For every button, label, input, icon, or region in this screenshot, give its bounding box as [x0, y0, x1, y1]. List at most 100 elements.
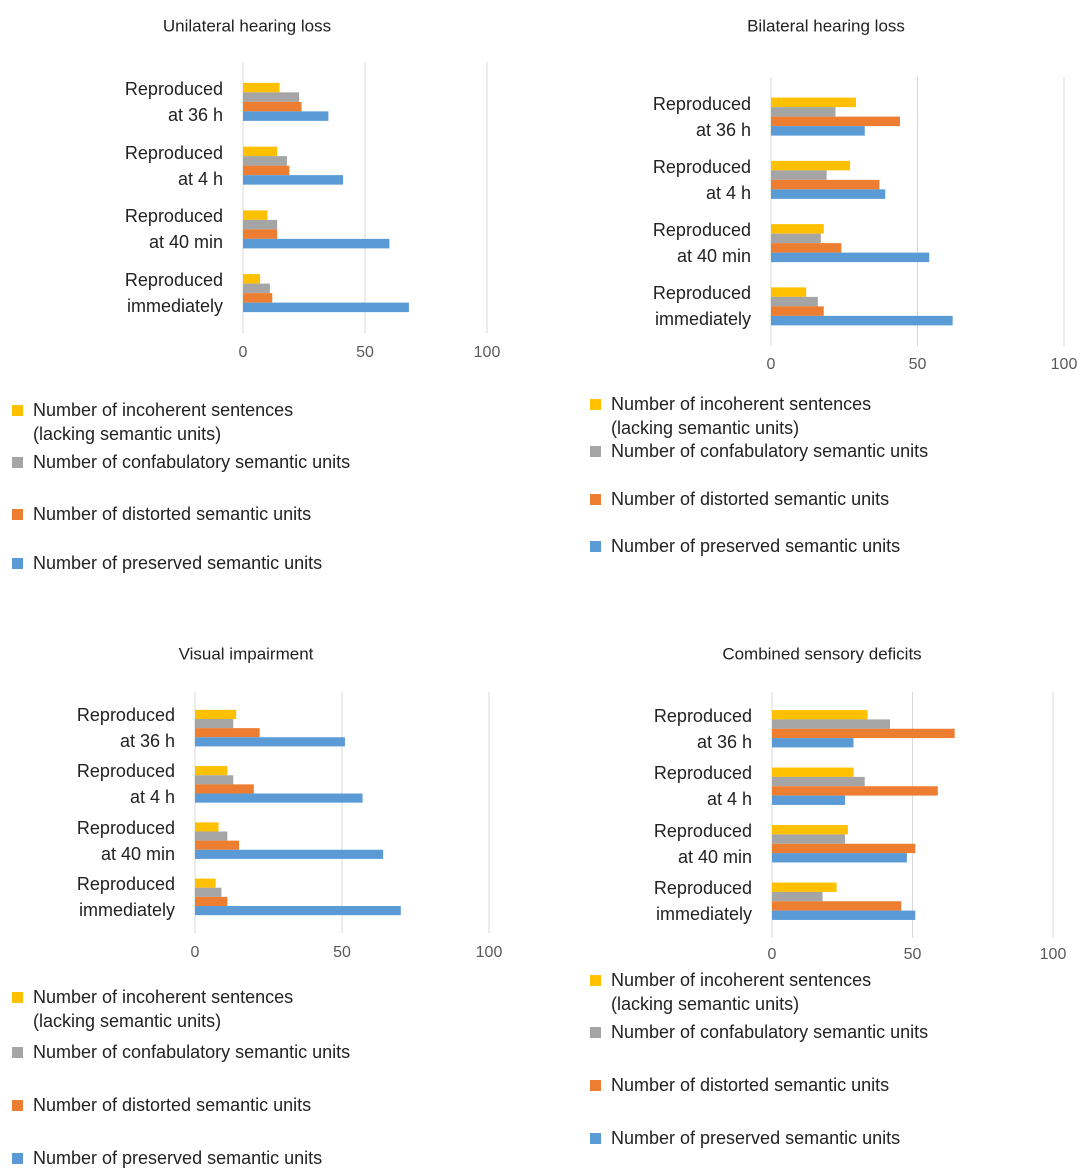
legend-swatch: [12, 405, 23, 416]
legend-label: Number of distorted semantic units: [611, 1075, 890, 1095]
legend-label: Number of distorted semantic units: [611, 489, 890, 509]
bar: [195, 709, 237, 719]
category-label: Reproduced at 36 h: [124, 78, 223, 125]
bar: [772, 901, 902, 911]
bar: [772, 834, 846, 844]
bar: [771, 224, 824, 234]
chart-title: Combined sensory deficits: [722, 644, 921, 663]
legend-label: Number of preserved semantic units: [33, 553, 323, 573]
legend-label: Number of distorted semantic units: [33, 504, 312, 524]
category-label: Reproduced at 36 h: [653, 705, 752, 752]
bar: [243, 111, 329, 121]
bar: [771, 306, 824, 316]
legend-label: Number of incoherent sentences (lacking …: [33, 987, 294, 1031]
legend-swatch: [590, 1080, 601, 1091]
category-label: Reproduced at 40 min: [124, 206, 223, 253]
bar: [772, 738, 854, 748]
bar: [195, 737, 345, 747]
legend-swatch: [12, 1153, 23, 1164]
bar: [243, 165, 290, 176]
bar: [243, 92, 300, 102]
legend-swatch: [12, 457, 23, 468]
bar: [772, 825, 848, 835]
bar: [771, 160, 851, 171]
bar: [771, 287, 807, 297]
bar: [195, 896, 228, 907]
x-tick-label: 0: [191, 944, 200, 961]
legend-label: Number of confabulatory semantic units: [611, 1022, 929, 1042]
legend-label: Number of incoherent sentences (lacking …: [611, 970, 872, 1014]
category-label: Reproduced at 40 min: [652, 220, 751, 267]
x-tick-label: 50: [333, 944, 351, 961]
bar: [243, 219, 278, 230]
bar: [772, 728, 955, 739]
bar: [195, 784, 254, 794]
bar: [243, 82, 280, 93]
legend-swatch: [590, 494, 601, 505]
bar: [772, 710, 868, 720]
bar: [772, 786, 938, 796]
legend-swatch: [12, 992, 23, 1003]
legend-swatch: [590, 541, 601, 552]
bar: [243, 274, 261, 284]
x-tick-label: 50: [356, 344, 374, 361]
bar: [243, 210, 268, 220]
category-label: Reproduced at 40 min: [76, 817, 175, 864]
x-tick-label: 100: [476, 944, 503, 961]
bar: [243, 238, 390, 249]
legend-swatch: [12, 1100, 23, 1111]
bar: [772, 910, 916, 920]
chart-title: Visual impairment: [179, 644, 314, 663]
bar: [243, 146, 278, 157]
x-tick-label: 0: [767, 356, 776, 373]
bar: [771, 315, 953, 326]
legend-label: Number of preserved semantic units: [611, 536, 901, 556]
bar: [771, 97, 856, 108]
legend-label: Number of confabulatory semantic units: [33, 452, 351, 472]
bar: [195, 766, 228, 776]
category-label: Reproduced at 4 h: [652, 156, 751, 203]
bar: [771, 189, 886, 199]
x-tick-label: 50: [904, 946, 922, 963]
bar: [243, 101, 302, 112]
legend-label: Number of confabulatory semantic units: [33, 1042, 351, 1062]
category-label: Reproduced immediately: [653, 878, 752, 925]
bar: [772, 882, 837, 892]
bar: [772, 767, 854, 777]
category-label: Reproduced immediately: [76, 873, 175, 920]
legend-label: Number of incoherent sentences (lacking …: [611, 394, 872, 438]
legend-swatch: [12, 558, 23, 569]
bar: [195, 906, 401, 916]
x-tick-label: 0: [239, 344, 248, 361]
bar: [195, 775, 234, 785]
category-label: Reproduced immediately: [124, 270, 223, 317]
legend-swatch: [12, 509, 23, 520]
legend-swatch: [590, 975, 601, 986]
bar: [771, 252, 930, 263]
x-tick-label: 50: [909, 356, 927, 373]
bar: [195, 793, 363, 803]
category-label: Reproduced at 36 h: [76, 705, 175, 752]
bar: [243, 175, 344, 185]
legend-swatch: [590, 1133, 601, 1144]
bar: [772, 853, 907, 863]
x-tick-label: 100: [474, 344, 501, 361]
x-tick-label: 100: [1051, 356, 1078, 373]
x-tick-label: 100: [1040, 946, 1067, 963]
legend-label: Number of preserved semantic units: [611, 1128, 901, 1148]
legend-swatch: [12, 1047, 23, 1058]
legend-label: Number of incoherent sentences (lacking …: [33, 400, 294, 444]
legend-label: Number of preserved semantic units: [33, 1148, 323, 1168]
bar: [771, 126, 865, 136]
bar: [195, 822, 219, 832]
category-label: Reproduced at 4 h: [124, 142, 223, 189]
bar: [195, 878, 216, 888]
bar: [771, 296, 818, 307]
category-label: Reproduced immediately: [652, 283, 751, 330]
bar: [771, 233, 821, 244]
bar: [243, 156, 287, 166]
bar: [772, 891, 823, 902]
bar: [195, 887, 222, 897]
